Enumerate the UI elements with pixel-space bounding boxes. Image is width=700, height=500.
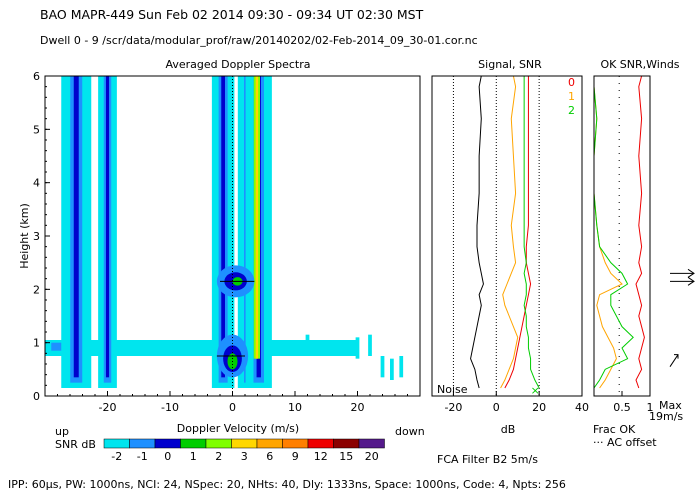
snr-x-tick-label: 20 [532, 401, 546, 414]
noise-label: Noise [437, 383, 468, 396]
header-dwell: Dwell 0 - 9 /scr/data/modular_prof/raw/2… [40, 34, 478, 47]
echo-blob [305, 334, 310, 356]
ok-series-frac_ok_1 [593, 76, 623, 389]
x-tick-label: -20 [99, 401, 117, 414]
colorbar-swatch [205, 438, 232, 449]
ok-frame [593, 75, 651, 397]
snr-series-snr_0 [504, 76, 532, 389]
snr-frame [431, 75, 583, 397]
colorbar-tick-label: 9 [292, 450, 299, 463]
ac-offset-label: ··· AC offset [593, 436, 657, 449]
colorbar-tick-label: 6 [266, 450, 273, 463]
echo-column-core [105, 76, 110, 378]
legend-0: 0 [568, 76, 575, 89]
colorbar-tick-label: -2 [111, 450, 122, 463]
colorbar-tick-label: 3 [241, 450, 248, 463]
ok-series-frac_ok_0 [635, 75, 645, 389]
frac-ok-label: Frac OK [593, 423, 636, 436]
colorbar-tick-label: 20 [365, 450, 379, 463]
fca-filter: FCA Filter B2 5m/s [437, 453, 538, 466]
footer-params: IPP: 60µs, PW: 1000ns, NCI: 24, NSpec: 2… [8, 478, 566, 491]
echo-blob [390, 358, 394, 380]
echo-blob [355, 337, 360, 359]
colorbar-tick-label: 1 [190, 450, 197, 463]
echo-blob [380, 356, 385, 378]
wind-arrow [669, 354, 679, 367]
snr-x-tick-label: -20 [444, 401, 462, 414]
legend-2: 2 [568, 104, 575, 117]
x-tick-label: 10 [288, 401, 302, 414]
ok-title: OK SNR,Winds [600, 58, 679, 71]
snr-x-marker: × [531, 384, 540, 397]
echo-column-core [73, 76, 79, 378]
y-tick-label: 3 [33, 230, 40, 243]
snr-x-tick-label: 0 [493, 401, 500, 414]
colorbar-swatch [256, 438, 283, 449]
wind-arrow-head [674, 354, 679, 359]
colorbar-swatch [282, 438, 309, 449]
colorbar-tick-label: -1 [137, 450, 148, 463]
snr-series-snr_2 [523, 76, 540, 389]
echo-column-core [221, 76, 225, 378]
colorbar-swatch [358, 438, 385, 449]
colorbar-label: SNR dB [55, 438, 96, 451]
y-tick-label: 0 [33, 390, 40, 403]
y-tick-label: 2 [33, 283, 40, 296]
ok-x-tick-label: 1 [647, 401, 654, 414]
x-tick-label: 20 [351, 401, 365, 414]
wind-arrow-head [687, 276, 695, 286]
y-tick-label: 6 [33, 70, 40, 83]
up-label: up [55, 425, 69, 438]
spectra-frame [44, 75, 421, 397]
colorbar-swatch [180, 438, 207, 449]
y-tick-label: 5 [33, 123, 40, 136]
x-tick-label: -10 [161, 401, 179, 414]
ok-series-frac_ok_2 [593, 76, 634, 389]
snr-title: Signal, SNR [478, 58, 542, 71]
colorbar-swatch [333, 438, 360, 449]
max-label: Max [659, 399, 682, 412]
echo-blob [368, 334, 372, 356]
legend-1: 1 [568, 90, 575, 103]
colorbar-tick-label: 12 [314, 450, 328, 463]
colorbar-swatch [103, 438, 130, 449]
snr-series-snr_1 [500, 75, 519, 389]
snr-series-signal [470, 75, 484, 389]
colorbar-swatch [154, 438, 181, 449]
down-label: down [395, 425, 425, 438]
snr-xlabel: dB [501, 423, 516, 436]
snr-x-tick-label: 40 [575, 401, 589, 414]
y-tick-label: 4 [33, 177, 40, 190]
colorbar-swatch [129, 438, 156, 449]
spectra-title: Averaged Doppler Spectra [165, 58, 310, 71]
wind-arrow-head [687, 268, 695, 278]
max-value: 19m/s [649, 410, 683, 423]
x-tick-label: 0 [229, 401, 236, 414]
noise-band [45, 340, 358, 356]
colorbar-tick-label: 0 [164, 450, 171, 463]
y-tick-label: 1 [33, 337, 40, 350]
colorbar-swatch [307, 438, 334, 449]
colorbar-tick-label: 2 [215, 450, 222, 463]
spectra-ylabel: Height (km) [18, 203, 31, 269]
colorbar-swatch [231, 438, 258, 449]
echo-column-bright-core [255, 76, 259, 359]
ok-x-tick-label: 0.5 [613, 401, 631, 414]
spectra-xlabel: Doppler Velocity (m/s) [177, 422, 299, 435]
header-title: BAO MAPR-449 Sun Feb 02 2014 09:30 - 09:… [40, 7, 424, 22]
colorbar-tick-label: 15 [339, 450, 353, 463]
echo-blob [399, 356, 404, 378]
